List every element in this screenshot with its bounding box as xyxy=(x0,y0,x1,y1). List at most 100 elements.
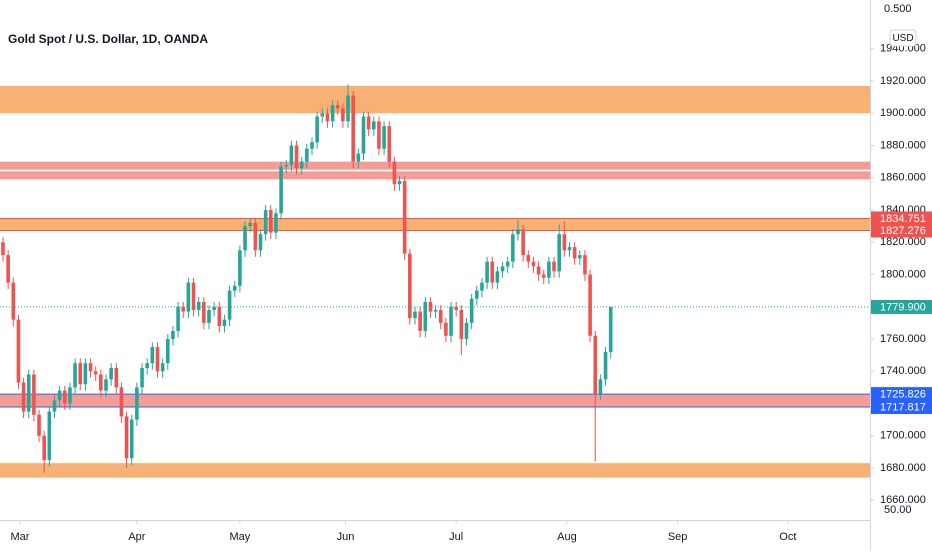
candle-body xyxy=(516,229,520,235)
price-label: 1717.817 xyxy=(880,401,926,413)
candle-body xyxy=(315,116,319,143)
zone xyxy=(0,161,870,170)
candle-body xyxy=(325,113,330,122)
candle-body xyxy=(227,290,232,320)
candle-body xyxy=(423,301,428,331)
candle-body xyxy=(186,282,191,312)
candle-body xyxy=(330,105,335,122)
candle-body xyxy=(305,148,309,162)
candle-body xyxy=(593,335,598,394)
candle-body xyxy=(191,282,196,310)
candle-body xyxy=(99,374,103,391)
y-tick-label: 1740.000 xyxy=(880,365,926,377)
candle-body xyxy=(351,95,355,162)
candle-body xyxy=(1,242,5,256)
candle-body xyxy=(37,414,41,436)
x-tick-label: May xyxy=(229,531,250,543)
candle-body xyxy=(495,271,500,283)
candle-body xyxy=(320,113,325,117)
candle-body xyxy=(294,145,299,169)
y-tick-label: 1760.000 xyxy=(880,333,926,345)
candle-body xyxy=(135,387,139,420)
candle-body xyxy=(536,266,541,275)
candle-body xyxy=(62,390,67,404)
x-tick-label: Aug xyxy=(557,531,577,543)
candle-body xyxy=(557,234,561,272)
axis-label: 50.00 xyxy=(884,504,912,516)
candle-body xyxy=(165,339,170,364)
candle-body xyxy=(114,368,119,388)
candle-body xyxy=(418,311,422,331)
candle-body xyxy=(73,363,77,388)
y-tick-label: 1680.000 xyxy=(880,462,926,474)
candle-body xyxy=(155,347,160,372)
zone xyxy=(0,171,870,180)
axis-label: 0.500 xyxy=(884,3,912,15)
candle-body xyxy=(26,374,31,412)
candle-body xyxy=(145,363,149,369)
candle-body xyxy=(449,306,453,336)
candle-body xyxy=(16,319,21,383)
price-label: 1725.826 xyxy=(880,389,926,401)
x-tick-label: Jul xyxy=(449,531,463,543)
candle-body xyxy=(366,116,371,130)
candle-body xyxy=(397,180,402,185)
candle-body xyxy=(562,234,567,251)
candle-body xyxy=(274,213,278,233)
candle-body xyxy=(232,285,237,291)
candle-body xyxy=(268,210,273,233)
price-label-badge xyxy=(871,299,932,314)
candle-body xyxy=(490,261,495,283)
candle-body xyxy=(577,255,582,259)
candle-body xyxy=(258,234,263,251)
candle-body xyxy=(196,301,201,310)
candle-body xyxy=(129,419,134,459)
candles xyxy=(1,84,613,473)
candle-body xyxy=(583,255,587,275)
candle-body xyxy=(160,363,165,372)
currency-label[interactable]: USD xyxy=(892,33,913,44)
candle-body xyxy=(459,309,464,340)
candle-body xyxy=(428,301,433,312)
x-tick-label: Apr xyxy=(128,531,145,543)
candle-body xyxy=(83,363,88,385)
candle-body xyxy=(413,311,417,319)
price-label-badge xyxy=(871,400,932,415)
candle-body xyxy=(500,266,505,272)
candle-body xyxy=(57,390,62,401)
candle-body xyxy=(32,374,36,415)
candle-body xyxy=(408,253,412,319)
candle-body xyxy=(279,166,283,214)
candle-body xyxy=(444,322,448,336)
candle-body xyxy=(603,351,608,380)
candle-body xyxy=(21,382,26,412)
candle-body xyxy=(253,222,258,251)
candle-body xyxy=(474,290,479,299)
candle-body xyxy=(6,255,10,283)
candle-body xyxy=(140,368,144,388)
zone xyxy=(0,394,870,408)
candle-body xyxy=(263,210,268,235)
candle-body xyxy=(341,108,345,122)
candle-body xyxy=(335,105,340,109)
x-tick-label: Jun xyxy=(337,531,355,543)
candle-body xyxy=(464,322,469,340)
x-tick-label: Sep xyxy=(668,531,688,543)
price-axis: 1660.0001680.0001700.0001720.0001740.000… xyxy=(11,3,932,543)
candle-body xyxy=(207,309,211,323)
currency-badge[interactable] xyxy=(889,29,917,47)
candle-body xyxy=(547,261,551,278)
candle-body xyxy=(511,234,515,262)
candle-body xyxy=(150,347,155,364)
zone xyxy=(0,85,870,114)
candle-body xyxy=(552,261,556,272)
candle-body xyxy=(521,229,525,256)
candle-body xyxy=(109,368,113,380)
candle-body xyxy=(78,363,83,385)
y-tick-label: 1660.000 xyxy=(880,494,926,506)
candle-body xyxy=(485,261,489,283)
candle-body xyxy=(52,400,57,412)
zone xyxy=(0,463,870,478)
candle-body xyxy=(238,250,242,286)
